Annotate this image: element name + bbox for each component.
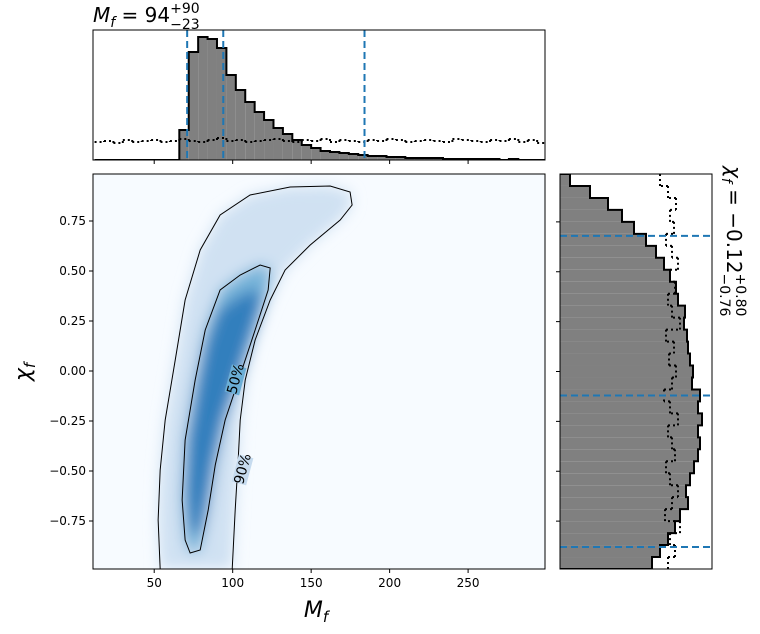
x-tick-label: 200 xyxy=(378,576,401,590)
histogram-bar xyxy=(560,533,668,546)
histogram-bar xyxy=(282,134,293,160)
y-tick-label: −0.25 xyxy=(49,414,86,428)
histogram-bar xyxy=(216,48,227,160)
histogram-bar xyxy=(560,509,680,522)
y-tick-label: 0.25 xyxy=(59,314,86,328)
histogram-bar xyxy=(254,112,265,160)
histogram-bar xyxy=(560,257,664,270)
histogram-bar xyxy=(329,152,340,160)
x-tick-label: 250 xyxy=(457,576,480,590)
axes-frame xyxy=(92,29,546,161)
histogram-bar xyxy=(560,497,688,510)
y-tick-label: 0.75 xyxy=(59,214,86,228)
histogram-bar xyxy=(198,37,208,160)
histogram-bar xyxy=(560,329,687,342)
plot-area: 90% 50% xyxy=(93,174,545,569)
histogram-bar xyxy=(311,148,321,160)
histogram-bar xyxy=(188,52,199,160)
histogram-bar xyxy=(179,130,189,160)
contour-line xyxy=(157,185,353,569)
histogram-bar xyxy=(560,185,590,198)
histogram-bar xyxy=(560,269,670,282)
plot-area xyxy=(560,174,703,569)
histogram-bar xyxy=(395,157,406,160)
histogram-bar xyxy=(560,485,686,498)
top-title: Mf = 94+90 −23 xyxy=(93,1,200,33)
histogram-bar xyxy=(226,75,236,160)
plot-area xyxy=(94,36,545,160)
histogram-bar xyxy=(377,156,387,160)
histogram-bar xyxy=(560,365,693,378)
histogram-bar xyxy=(560,425,698,438)
histogram-outline xyxy=(560,174,703,569)
y-tick-label: −0.50 xyxy=(49,464,86,478)
histogram-bar xyxy=(560,557,652,569)
histogram-bar xyxy=(560,401,698,414)
histogram-bar xyxy=(560,413,702,426)
histogram-bar xyxy=(560,245,656,258)
histogram-bar xyxy=(348,154,359,160)
histogram-bar xyxy=(264,120,274,160)
histogram-bar xyxy=(245,102,255,160)
x-tick-label: 50 xyxy=(147,576,162,590)
histogram-bar xyxy=(560,449,698,462)
histogram-bar xyxy=(560,521,675,534)
x-axis-label: Mf xyxy=(304,598,331,626)
histogram-bar xyxy=(560,293,678,306)
histogram-bar xyxy=(320,151,330,160)
y-tick-label: 0.50 xyxy=(59,264,86,278)
histogram-bar xyxy=(560,305,685,318)
histogram-bar xyxy=(560,221,634,234)
contour-label-gap xyxy=(231,454,254,486)
histogram-bar xyxy=(560,353,690,366)
y-axis-label: χf xyxy=(11,360,39,382)
histogram-bar xyxy=(560,233,646,246)
histogram-bar xyxy=(207,39,217,160)
histogram-bar xyxy=(367,156,378,160)
histogram-bar xyxy=(339,153,349,160)
density-core xyxy=(186,289,262,535)
histogram-bar xyxy=(358,155,368,160)
histogram-bar xyxy=(273,128,283,160)
right-title: χf = −0.12+0.80−0.76 xyxy=(716,165,748,317)
y-tick-label: −0.75 xyxy=(49,514,86,528)
histogram-bar xyxy=(560,317,684,330)
x-tick-label: 150 xyxy=(300,576,323,590)
contour-label: 90% xyxy=(231,452,255,486)
histogram-outline xyxy=(94,36,545,160)
histogram-bar xyxy=(301,145,312,160)
contour-label-gap xyxy=(224,364,247,396)
contour-label: 50% xyxy=(224,362,248,396)
y-tick-label: 0.00 xyxy=(59,364,86,378)
histogram-bar xyxy=(560,341,688,354)
histogram-bar xyxy=(235,90,246,160)
histogram-bar xyxy=(560,197,608,210)
histogram-bar xyxy=(560,473,690,486)
histogram-bar xyxy=(292,140,302,160)
histogram-bar xyxy=(560,377,692,390)
contour-line xyxy=(181,264,271,554)
histogram-bar xyxy=(560,461,694,474)
histogram-bar xyxy=(560,281,676,294)
histogram-bar xyxy=(560,209,622,222)
x-tick-label: 100 xyxy=(221,576,244,590)
histogram-bar xyxy=(560,174,570,186)
histogram-bar xyxy=(386,157,396,160)
histogram-bar xyxy=(560,437,700,450)
histogram-bar xyxy=(560,545,660,558)
